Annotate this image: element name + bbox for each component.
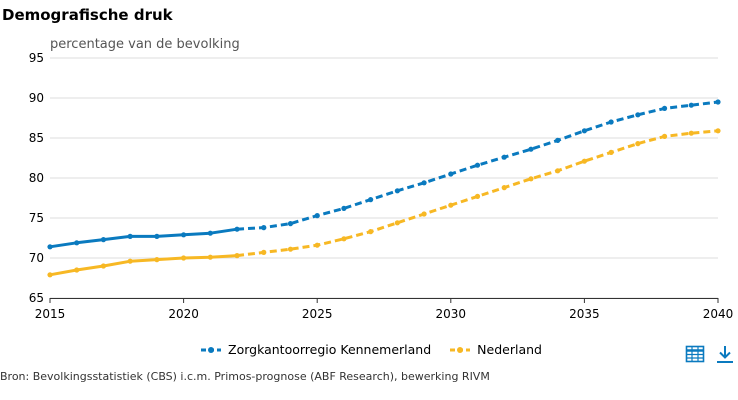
y-axis-label: percentage van de bevolking	[50, 37, 240, 52]
data-point-0-2030[interactable]	[448, 171, 454, 177]
data-point-0-2035[interactable]	[581, 128, 588, 134]
x-tick-label-2035: 2035	[569, 307, 600, 321]
legend-item-kennemerland[interactable]: Zorgkantoorregio Kennemerland	[200, 342, 431, 357]
data-point-0-2023[interactable]	[261, 225, 267, 231]
x-tick-labels: 2015 2020 2025 2030 2035 2040	[35, 307, 734, 321]
data-point-0-2027[interactable]	[368, 197, 374, 203]
x-tick-label-2025: 2025	[302, 307, 333, 321]
legend-swatch-nederland	[450, 346, 471, 353]
data-point-1-2037[interactable]	[635, 141, 641, 147]
data-point-1-2019[interactable]	[154, 257, 160, 263]
data-point-1-2040[interactable]	[715, 128, 721, 134]
y-tick-label-65: 65	[29, 291, 44, 305]
series-line-projected-1	[236, 129, 719, 258]
data-point-1-2024[interactable]	[287, 246, 294, 252]
y-tick-label-95: 95	[29, 51, 44, 65]
data-point-0-2022[interactable]	[234, 226, 240, 232]
data-point-1-2025[interactable]	[314, 242, 320, 248]
y-tick-label-90: 90	[29, 91, 44, 105]
x-tick-label-2030: 2030	[436, 307, 467, 321]
data-point-0-2032[interactable]	[501, 154, 507, 160]
data-point-1-2030[interactable]	[448, 202, 454, 208]
data-point-0-2015[interactable]	[47, 244, 53, 250]
data-point-0-2024[interactable]	[287, 221, 294, 227]
data-point-1-2034[interactable]	[555, 168, 561, 174]
data-point-0-2033[interactable]	[528, 146, 534, 152]
chart-tools	[685, 344, 735, 364]
data-point-1-2021[interactable]	[207, 254, 213, 260]
source-note: Bron: Bevolkingsstatistiek (CBS) i.c.m. …	[0, 370, 490, 383]
data-point-0-2038[interactable]	[661, 105, 668, 111]
data-point-0-2020[interactable]	[181, 232, 187, 238]
data-point-0-2039[interactable]	[688, 102, 694, 108]
y-tick-label-85: 85	[29, 131, 44, 145]
data-point-0-2029[interactable]	[421, 180, 427, 186]
data-point-1-2018[interactable]	[127, 258, 133, 264]
data-point-1-2032[interactable]	[501, 185, 507, 191]
data-point-1-2039[interactable]	[688, 130, 694, 136]
data-point-1-2026[interactable]	[341, 236, 347, 242]
table-icon[interactable]	[685, 344, 705, 364]
data-point-1-2036[interactable]	[608, 149, 614, 155]
data-point-0-2025[interactable]	[314, 213, 320, 219]
y-tick-labels: 65 70 75 80 85 90 95	[29, 51, 44, 305]
data-point-0-2034[interactable]	[555, 137, 561, 143]
data-point-0-2036[interactable]	[608, 119, 614, 125]
y-tick-label-70: 70	[29, 251, 44, 265]
data-point-0-2040[interactable]	[715, 99, 721, 105]
data-point-1-2038[interactable]	[661, 133, 668, 139]
data-point-0-2037[interactable]	[635, 112, 641, 118]
data-point-0-2031[interactable]	[474, 162, 481, 168]
x-tick-label-2040: 2040	[703, 307, 734, 321]
legend: Zorgkantoorregio Kennemerland Nederland	[200, 342, 542, 357]
data-point-0-2028[interactable]	[394, 188, 400, 194]
data-point-1-2022[interactable]	[234, 253, 240, 259]
data-point-0-2018[interactable]	[127, 233, 133, 239]
series-line-observed-0	[49, 227, 238, 249]
y-tick-label-75: 75	[29, 211, 44, 225]
data-point-0-2021[interactable]	[207, 230, 213, 236]
series-line-observed-1	[49, 254, 238, 277]
data-point-1-2020[interactable]	[181, 255, 187, 261]
data-point-1-2015[interactable]	[47, 272, 53, 278]
data-point-1-2031[interactable]	[474, 193, 481, 199]
download-icon[interactable]	[715, 344, 735, 364]
data-point-1-2028[interactable]	[394, 220, 400, 226]
data-point-1-2017[interactable]	[100, 263, 107, 269]
legend-label-nederland: Nederland	[477, 342, 542, 357]
data-point-1-2027[interactable]	[368, 229, 374, 235]
line-chart: 65 70 75 80 85 90 95 2015 2020 2025 2030 2035 2040	[29, 51, 734, 321]
legend-label-kennemerland: Zorgkantoorregio Kennemerland	[228, 342, 432, 357]
grid-lines	[49, 57, 719, 303]
data-point-0-2026[interactable]	[341, 205, 347, 211]
data-point-1-2033[interactable]	[528, 176, 534, 182]
data-point-1-2016[interactable]	[74, 267, 80, 273]
x-tick-label-2020: 2020	[168, 307, 199, 321]
legend-item-nederland[interactable]: Nederland	[449, 342, 542, 357]
x-tick-label-2015: 2015	[35, 307, 66, 321]
y-tick-label-80: 80	[29, 171, 44, 185]
data-point-1-2029[interactable]	[421, 211, 427, 217]
series-group	[47, 99, 721, 278]
data-point-0-2017[interactable]	[100, 237, 107, 243]
data-point-1-2023[interactable]	[261, 249, 267, 255]
data-point-1-2035[interactable]	[581, 158, 588, 164]
legend-swatch-kennemerland	[201, 346, 221, 353]
data-point-0-2016[interactable]	[74, 240, 80, 246]
chart-title: Demografische druk	[2, 6, 173, 24]
data-point-0-2019[interactable]	[154, 233, 160, 239]
